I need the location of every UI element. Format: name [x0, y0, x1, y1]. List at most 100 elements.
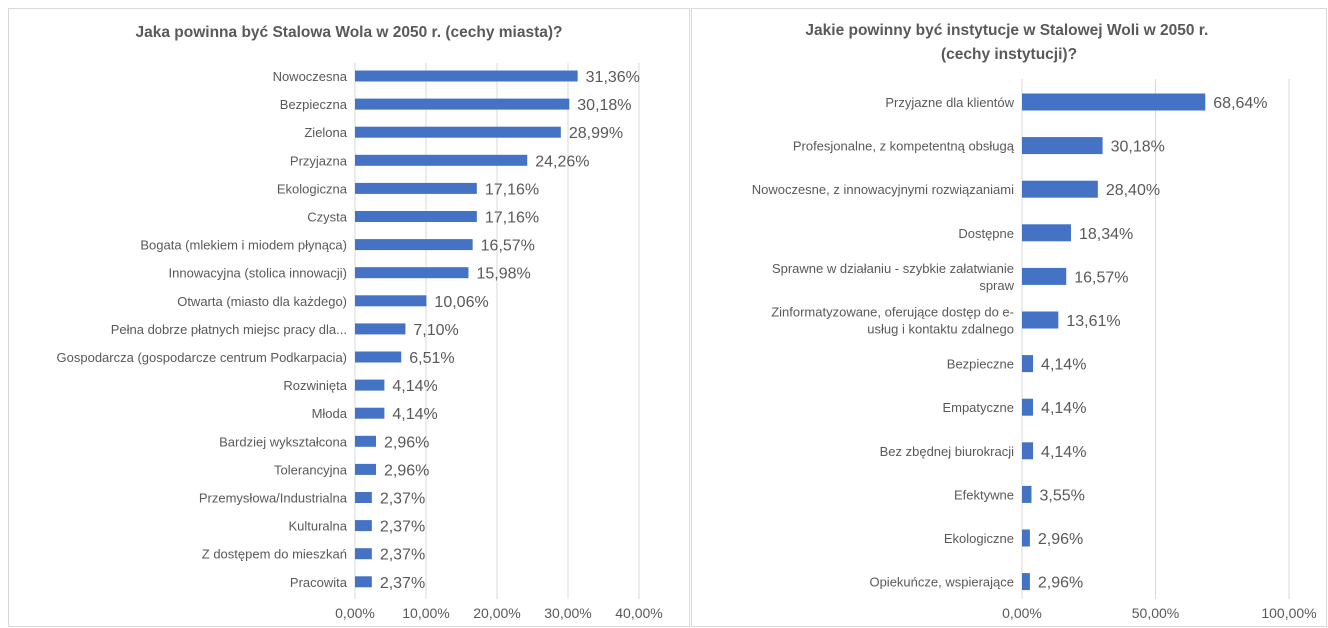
category-label: Otwarta (miasto dla każdego)	[177, 294, 347, 309]
category-label-line: Pełna dobrze płatnych miejsc pracy dla..…	[111, 322, 347, 337]
category-label: Pracowita	[290, 575, 348, 590]
data-label: 4,14%	[1041, 400, 1086, 417]
bar	[1022, 267, 1067, 285]
data-label: 17,16%	[485, 210, 539, 227]
category-label: Ekologiczna	[277, 181, 348, 196]
category-label: Przyjazna	[290, 153, 348, 168]
data-label: 15,98%	[476, 266, 530, 283]
category-label: Tolerancyjna	[274, 462, 348, 477]
x-tick-label: 10,00%	[402, 605, 449, 621]
category-label-line: spraw	[979, 278, 1014, 293]
data-label: 4,14%	[1041, 444, 1086, 461]
bar	[1022, 180, 1098, 198]
category-label-line: Profesjonalne, z kompetentną obsługą	[793, 139, 1015, 154]
bar	[355, 126, 561, 138]
category-label-line: Innowacyjna (stolica innowacji)	[169, 266, 347, 281]
category-label: Czysta	[307, 210, 348, 225]
category-label: Sprawne w działaniu - szybkie załatwiani…	[772, 261, 1015, 293]
chart-cechy-instytucji: Jakie powinny być instytucje w Stalowej …	[752, 22, 1317, 621]
bar	[355, 407, 385, 419]
data-label: 16,57%	[1074, 269, 1128, 286]
category-label: Bezpieczne	[947, 357, 1014, 372]
bar	[355, 576, 372, 588]
category-label-line: Ekologiczne	[944, 531, 1014, 546]
category-label-line: Nowoczesna	[273, 69, 348, 84]
category-label-line: Z dostępem do mieszkań	[202, 547, 347, 562]
data-label: 68,64%	[1213, 95, 1267, 112]
category-label: Innowacyjna (stolica innowacji)	[169, 266, 347, 281]
category-label-line: Bogata (mlekiem i miodem płynąca)	[140, 238, 347, 253]
category-label: Kulturalna	[288, 519, 347, 534]
bar	[355, 323, 406, 335]
bar	[355, 492, 372, 503]
data-label: 24,26%	[535, 153, 589, 170]
category-label: Profesjonalne, z kompetentną obsługą	[793, 139, 1015, 154]
x-tick-label: 20,00%	[473, 605, 520, 621]
bar	[355, 520, 372, 532]
bar	[355, 267, 469, 279]
x-tick-label: 0,00%	[335, 605, 375, 621]
data-label: 2,96%	[384, 462, 429, 479]
data-label: 2,96%	[1038, 575, 1083, 592]
bar	[1022, 485, 1032, 503]
data-label: 13,61%	[1066, 313, 1120, 330]
bar	[355, 435, 377, 447]
x-tick-label: 40,00%	[615, 605, 662, 621]
category-label: Bezpieczna	[280, 97, 348, 112]
data-label: 28,40%	[1106, 182, 1160, 199]
category-label: Opiekuńcze, wspierające	[869, 575, 1014, 590]
category-label-line: Zielona	[304, 125, 347, 140]
category-label-line: Dostępne	[958, 226, 1014, 241]
bar	[355, 295, 427, 307]
category-label-line: Otwarta (miasto dla każdego)	[177, 294, 347, 309]
category-label: Efektywne	[954, 487, 1014, 502]
data-label: 2,37%	[380, 547, 425, 564]
category-label: Bogata (mlekiem i miodem płynąca)	[140, 238, 347, 253]
category-label-line: Przemysłowa/Industrialna	[199, 491, 348, 506]
chart-title: Jakie powinny być instytucje w Stalowej …	[805, 22, 1212, 63]
chart-title-line-2: (cechy instytucji)?	[941, 46, 1077, 63]
category-label-line: Gospodarcza (gospodarcze centrum Podkarp…	[57, 350, 347, 365]
bar	[1022, 573, 1030, 591]
category-label-line: Empatyczne	[942, 400, 1014, 415]
category-label-line: Przyjazna	[290, 153, 348, 168]
category-label-line: Bezpieczne	[947, 357, 1014, 372]
bar	[355, 379, 385, 391]
bar	[355, 182, 477, 194]
chart-title-line-1: Jakie powinny być instytucje w Stalowej …	[805, 22, 1208, 39]
data-label: 3,55%	[1039, 487, 1084, 504]
category-label-line: Zinformatyzowane, oferujące dostęp do e-	[771, 305, 1014, 320]
bar	[355, 239, 473, 251]
x-tick-label: 100,00%	[1261, 605, 1316, 621]
data-label: 28,99%	[569, 125, 623, 142]
bar	[1022, 311, 1059, 329]
x-tick-label: 50,00%	[1132, 605, 1179, 621]
category-label: Przyjazne dla klientów	[885, 95, 1014, 110]
category-label-line: usług i kontaktu zdalnego	[867, 322, 1014, 337]
bar	[355, 351, 402, 363]
bar	[355, 211, 477, 222]
data-label: 2,96%	[1038, 531, 1083, 548]
category-label: Dostępne	[958, 226, 1014, 241]
category-label: Ekologiczne	[944, 531, 1014, 546]
data-label: 2,37%	[380, 491, 425, 508]
category-label-line: Tolerancyjna	[274, 462, 348, 477]
category-label: Pełna dobrze płatnych miejsc pracy dla..…	[111, 322, 347, 337]
data-label: 30,18%	[577, 97, 631, 114]
bar	[355, 154, 528, 166]
data-label: 2,37%	[380, 575, 425, 592]
category-label-line: Kulturalna	[288, 519, 347, 534]
chart-panel-cechy-instytucji: Jakie powinny być instytucje w Stalowej …	[691, 8, 1327, 627]
category-label: Przemysłowa/Industrialna	[199, 491, 348, 506]
chart-title: Jaka powinna być Stalowa Wola w 2050 r. …	[136, 24, 563, 41]
x-tick-label: 0,00%	[1002, 605, 1042, 621]
category-label-line: Bez zbędnej biurokracji	[880, 444, 1015, 459]
category-label: Zielona	[304, 125, 347, 140]
category-label-line: Nowoczesne, z innowacyjnymi rozwiązaniam…	[752, 182, 1014, 197]
data-label: 2,37%	[380, 519, 425, 536]
bar	[355, 70, 578, 82]
bar	[1022, 224, 1071, 242]
category-label-line: Przyjazne dla klientów	[885, 95, 1014, 110]
category-label: Rozwinięta	[283, 378, 347, 393]
category-label-line: Czysta	[307, 210, 348, 225]
